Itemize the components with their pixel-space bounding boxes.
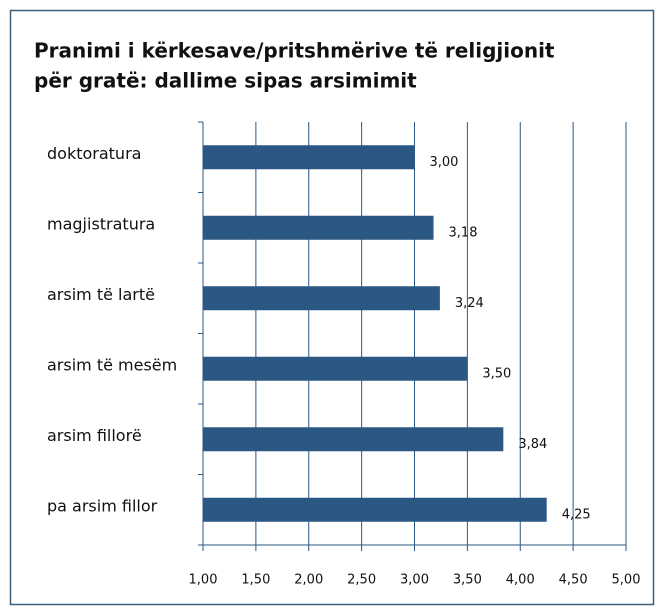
value-label: 3,24 — [455, 296, 484, 311]
category-label: arsim të mesëm — [47, 355, 177, 374]
chart-title: për gratë: dallime sipas arsimimit — [34, 69, 417, 93]
category-label: pa arsim fillor — [47, 496, 158, 515]
x-tick-label: 3,50 — [453, 573, 482, 588]
value-label: 3,00 — [430, 155, 459, 170]
x-tick-label: 4,50 — [559, 573, 588, 588]
x-tick-label: 1,50 — [241, 573, 270, 588]
bar — [203, 356, 468, 381]
chart-title: Pranimi i kërkesave/pritshmërive të reli… — [34, 39, 555, 63]
bar — [203, 215, 434, 240]
value-label: 4,25 — [562, 507, 591, 522]
category-label: doktoratura — [47, 144, 141, 163]
x-tick-label: 5,00 — [612, 573, 641, 588]
bar — [203, 286, 440, 311]
bar — [203, 145, 415, 170]
category-label: arsim fillorë — [47, 426, 142, 445]
category-label: arsim të lartë — [47, 285, 155, 304]
value-label: 3,18 — [449, 225, 478, 240]
category-label: magjistratura — [47, 214, 155, 233]
value-label: 3,84 — [518, 437, 547, 452]
x-tick-label: 1,00 — [189, 573, 218, 588]
bar — [203, 497, 547, 522]
x-tick-label: 2,00 — [294, 573, 323, 588]
x-tick-label: 2,50 — [347, 573, 376, 588]
bar — [203, 427, 504, 452]
x-tick-label: 4,00 — [506, 573, 535, 588]
x-tick-label: 3,00 — [400, 573, 429, 588]
frame — [9, 9, 655, 606]
value-label: 3,50 — [482, 366, 511, 381]
